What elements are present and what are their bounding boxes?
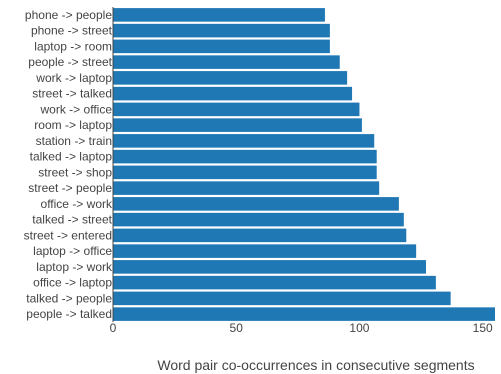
bar — [113, 55, 340, 69]
bar — [113, 212, 404, 227]
bar — [113, 244, 417, 258]
category-label: talked -> laptop — [30, 150, 113, 164]
bars-group — [113, 8, 495, 321]
category-label: phone -> street — [31, 24, 113, 38]
bar — [113, 118, 362, 132]
category-label: work -> office — [40, 102, 113, 116]
category-label: people -> talked — [26, 307, 112, 321]
bar — [113, 149, 377, 164]
bar — [113, 228, 407, 243]
bar — [113, 181, 380, 195]
x-tick-label: 150 — [473, 321, 493, 335]
category-label: street -> people — [28, 181, 112, 195]
category-label: room -> laptop — [34, 118, 112, 132]
category-label: work -> laptop — [35, 71, 112, 85]
bar — [113, 71, 348, 85]
bar — [113, 102, 360, 117]
category-label: laptop -> work — [36, 260, 113, 274]
bar — [113, 134, 375, 148]
x-axis-ticks: 0 50 100 150 — [110, 321, 493, 335]
bar — [113, 197, 399, 211]
bar — [113, 23, 330, 38]
category-label: street -> shop — [38, 165, 112, 179]
category-label: station -> train — [36, 134, 112, 148]
bar — [113, 165, 377, 180]
bar — [113, 307, 495, 321]
bar — [113, 8, 325, 22]
category-label: phone -> people — [25, 8, 112, 22]
category-label: street -> talked — [32, 87, 112, 101]
bar — [113, 275, 436, 290]
category-label: talked -> street — [32, 213, 112, 227]
bar — [113, 86, 353, 101]
x-axis-title: Word pair co-occurrences in consecutive … — [157, 357, 474, 373]
category-label: talked -> people — [26, 291, 112, 305]
x-tick-label: 100 — [349, 321, 369, 335]
x-tick-label: 50 — [230, 321, 244, 335]
bar — [113, 260, 426, 274]
category-label: office -> work — [41, 197, 113, 211]
category-label: street -> entered — [24, 228, 112, 242]
category-label: people -> street — [28, 55, 112, 69]
category-label: laptop -> office — [33, 244, 112, 258]
x-tick-label: 0 — [110, 321, 117, 335]
category-label: office -> laptop — [33, 276, 112, 290]
bar — [113, 39, 330, 54]
bar — [113, 291, 451, 306]
category-label: laptop -> room — [34, 39, 112, 53]
